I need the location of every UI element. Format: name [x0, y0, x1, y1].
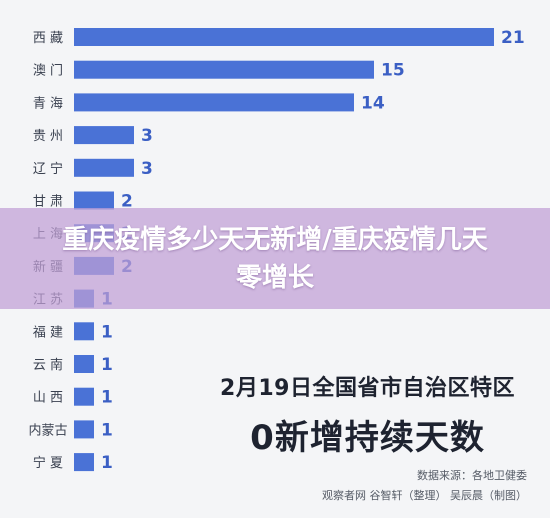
- bar: [74, 453, 94, 472]
- category-label: 辽 宁: [33, 161, 63, 177]
- bar: [74, 191, 114, 210]
- bar: [74, 158, 134, 177]
- bar: [74, 387, 94, 406]
- data-source: 数据来源：各地卫健委: [417, 469, 527, 482]
- bar: [74, 126, 134, 145]
- value-label: 1: [101, 322, 113, 342]
- info-heading: 2月19日全国省市自治区特区: [220, 376, 515, 401]
- info-panel: 2月19日全国省市自治区特区 0新增持续天数 数据来源：各地卫健委 观察者网 谷…: [200, 360, 535, 510]
- value-label: 21: [501, 28, 525, 48]
- value-label: 1: [101, 420, 113, 440]
- info-big-title: 0新增持续天数: [250, 418, 485, 458]
- category-label: 内蒙古: [28, 422, 67, 438]
- category-label: 西 藏: [33, 31, 63, 46]
- bar: [74, 60, 374, 79]
- bar: [74, 322, 94, 341]
- category-label: 云 南: [33, 357, 63, 373]
- category-label: 山 西: [33, 391, 63, 406]
- bar: [74, 355, 94, 373]
- credit-line: 观察者网 谷智轩（整理） 吴辰晨（制图）: [322, 489, 527, 502]
- category-label: 福 建: [33, 325, 63, 340]
- title-banner: 重庆疫情多少天无新增/重庆疫情几天零增长: [0, 208, 550, 309]
- bar: [74, 420, 94, 439]
- category-label: 青 海: [33, 96, 63, 111]
- category-label: 贵 州: [33, 129, 63, 144]
- category-label: 宁 夏: [33, 455, 63, 471]
- value-label: 1: [101, 355, 113, 375]
- value-label: 1: [101, 388, 113, 408]
- value-label: 2: [121, 192, 133, 212]
- value-label: 14: [361, 93, 385, 113]
- banner-title: 重庆疫情多少天无新增/重庆疫情几天零增长: [62, 224, 488, 293]
- category-label: 甘 肃: [33, 195, 63, 210]
- category-label: 澳 门: [33, 63, 63, 79]
- value-label: 3: [141, 126, 153, 146]
- value-label: 3: [141, 159, 153, 179]
- bar: [74, 28, 494, 46]
- bar: [74, 93, 354, 112]
- value-label: 15: [381, 61, 405, 81]
- value-label: 1: [101, 453, 113, 473]
